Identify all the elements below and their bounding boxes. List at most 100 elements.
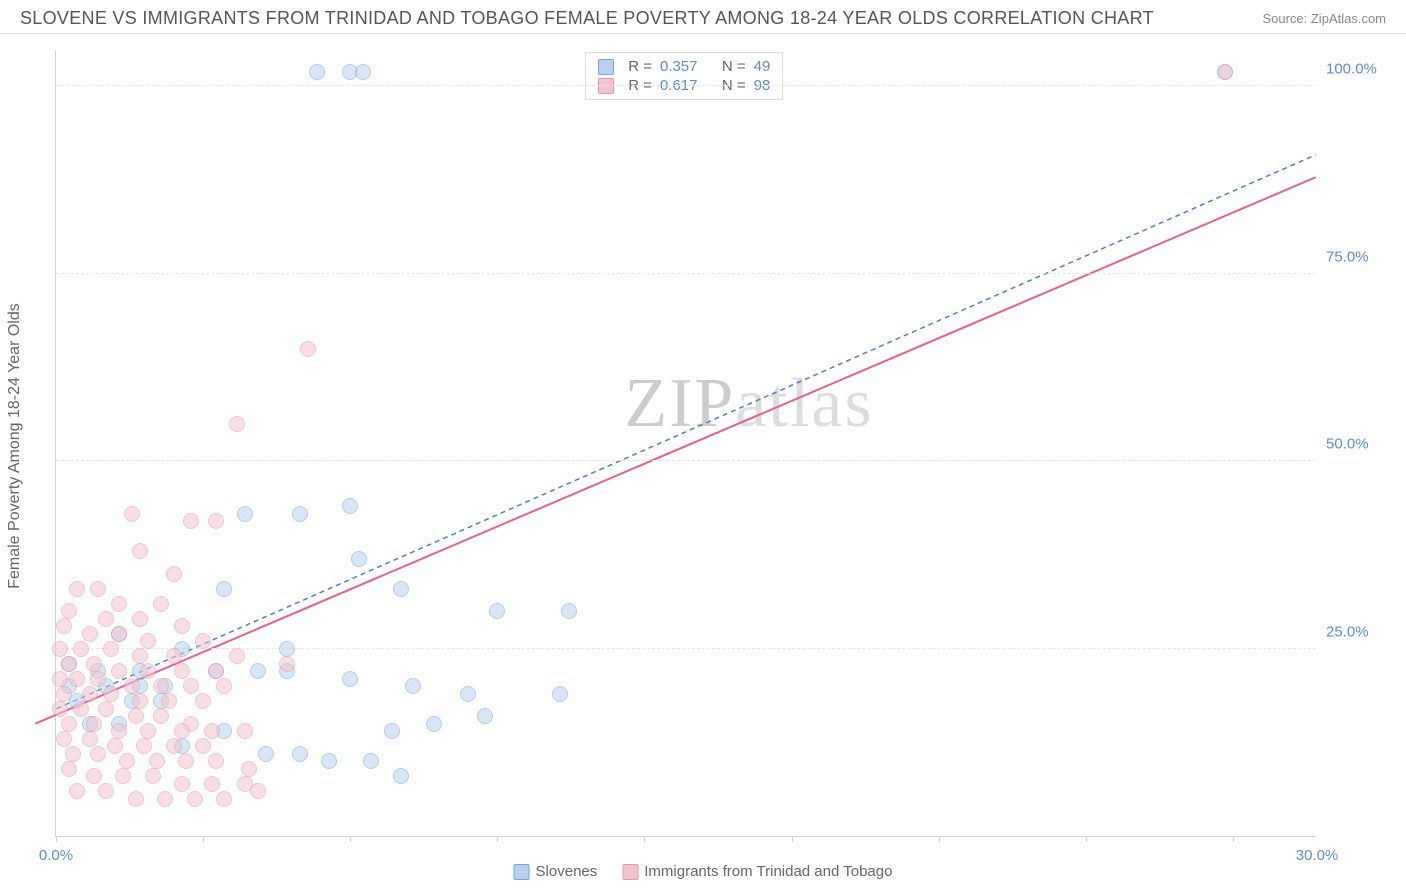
x-tick-label: 30.0%: [1296, 847, 1339, 864]
data-point: [107, 738, 123, 754]
data-point: [405, 678, 421, 694]
data-point: [183, 678, 199, 694]
data-point: [61, 716, 77, 732]
data-point: [195, 633, 211, 649]
data-point: [208, 513, 224, 529]
y-axis-label: Female Poverty Among 18-24 Year Olds: [6, 303, 24, 589]
data-point: [115, 768, 131, 784]
data-point: [489, 603, 505, 619]
data-point: [61, 761, 77, 777]
legend-r-value: 0.357: [660, 58, 698, 75]
data-point: [82, 731, 98, 747]
data-point: [128, 708, 144, 724]
data-point: [174, 663, 190, 679]
data-point: [52, 701, 68, 717]
data-point: [342, 498, 358, 514]
data-point: [351, 551, 367, 567]
data-point: [132, 543, 148, 559]
trend-line: [56, 155, 1315, 709]
data-point: [136, 738, 152, 754]
data-point: [86, 656, 102, 672]
legend-row: R = 0.357 N = 49: [598, 57, 770, 76]
data-point: [292, 506, 308, 522]
x-tick-mark: [56, 836, 57, 842]
data-point: [460, 686, 476, 702]
data-point: [61, 603, 77, 619]
data-point: [90, 746, 106, 762]
trend-lines: [56, 50, 1316, 836]
data-point: [86, 768, 102, 784]
data-point: [195, 738, 211, 754]
data-point: [98, 611, 114, 627]
data-point: [111, 596, 127, 612]
data-point: [187, 791, 203, 807]
data-point: [250, 783, 266, 799]
data-point: [174, 776, 190, 792]
data-point: [132, 611, 148, 627]
x-tick-mark: [350, 836, 351, 842]
data-point: [166, 648, 182, 664]
data-point: [229, 416, 245, 432]
x-tick-mark: [497, 836, 498, 842]
data-point: [124, 678, 140, 694]
header: SLOVENE VS IMMIGRANTS FROM TRINIDAD AND …: [0, 0, 1406, 34]
legend-r-label: R =: [628, 58, 652, 75]
data-point: [363, 753, 379, 769]
data-point: [279, 641, 295, 657]
data-point: [208, 663, 224, 679]
x-tick-mark: [792, 836, 793, 842]
data-point: [178, 753, 194, 769]
data-point: [153, 708, 169, 724]
data-point: [52, 671, 68, 687]
data-point: [124, 506, 140, 522]
x-tick-mark: [644, 836, 645, 842]
scatter-chart: ZIPatlas R = 0.357 N = 49 R = 0.617 N = …: [55, 50, 1316, 837]
gridline: [56, 460, 1316, 461]
data-point: [73, 641, 89, 657]
gridline: [56, 648, 1316, 649]
x-tick-mark: [203, 836, 204, 842]
data-point: [241, 761, 257, 777]
data-point: [426, 716, 442, 732]
x-tick-mark: [939, 836, 940, 842]
data-point: [237, 723, 253, 739]
legend-n-value: 49: [754, 58, 771, 75]
data-point: [174, 723, 190, 739]
data-point: [73, 701, 89, 717]
data-point: [132, 648, 148, 664]
data-point: [98, 783, 114, 799]
x-tick-mark: [1086, 836, 1087, 842]
data-point: [69, 783, 85, 799]
data-point: [161, 693, 177, 709]
data-point: [140, 633, 156, 649]
data-point: [552, 686, 568, 702]
page-title: SLOVENE VS IMMIGRANTS FROM TRINIDAD AND …: [20, 8, 1154, 29]
data-point: [149, 753, 165, 769]
data-point: [166, 738, 182, 754]
data-point: [56, 686, 72, 702]
data-point: [145, 768, 161, 784]
data-point: [258, 746, 274, 762]
data-point: [90, 581, 106, 597]
data-point: [229, 648, 245, 664]
legend-n-label: N =: [722, 58, 746, 75]
x-tick-mark: [1233, 836, 1234, 842]
data-point: [69, 581, 85, 597]
data-point: [174, 618, 190, 634]
y-tick-label: 25.0%: [1326, 623, 1396, 640]
data-point: [208, 753, 224, 769]
data-point: [1217, 64, 1233, 80]
data-point: [393, 768, 409, 784]
data-point: [82, 626, 98, 642]
data-point: [355, 64, 371, 80]
data-point: [216, 678, 232, 694]
data-point: [216, 581, 232, 597]
data-point: [195, 693, 211, 709]
data-point: [342, 671, 358, 687]
y-tick-label: 100.0%: [1326, 61, 1396, 78]
data-point: [183, 513, 199, 529]
data-point: [279, 656, 295, 672]
data-point: [103, 686, 119, 702]
legend-item: Immigrants from Trinidad and Tobago: [622, 863, 892, 880]
data-point: [204, 723, 220, 739]
